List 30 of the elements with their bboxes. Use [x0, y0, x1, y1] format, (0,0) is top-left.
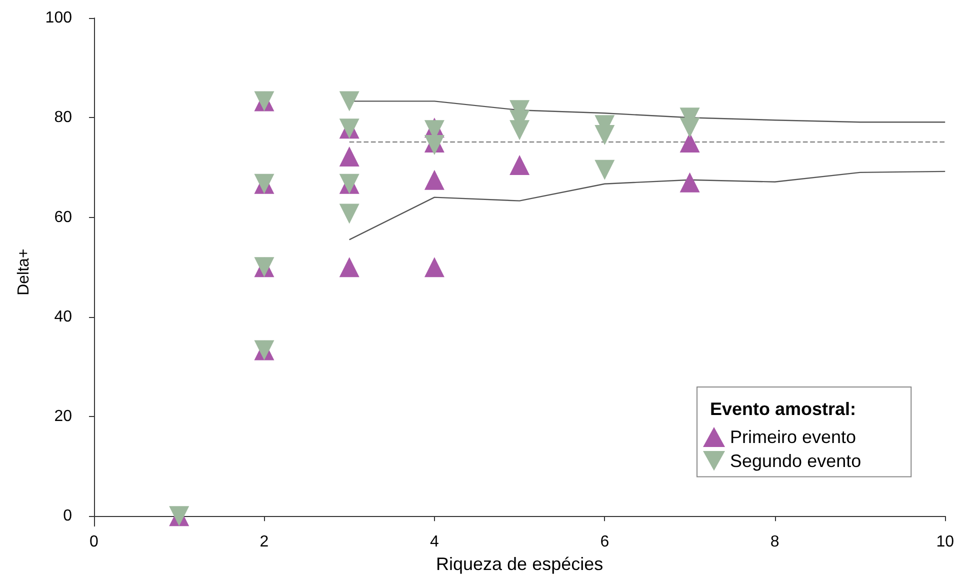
point [424, 257, 444, 278]
point [510, 120, 530, 140]
legend-label: Segundo evento [730, 450, 862, 471]
x-tick-label: 4 [430, 534, 439, 551]
x-tick-label: 10 [936, 534, 954, 551]
y-tick-label: 60 [54, 208, 72, 226]
x-tick-label: 2 [260, 534, 269, 551]
point [339, 204, 360, 224]
y-tick-label: 40 [54, 308, 72, 326]
x-axis-title: Riqueza de espécies [436, 554, 604, 574]
point [680, 118, 700, 138]
y-tick-label: 100 [45, 10, 72, 26]
point [339, 257, 360, 278]
legend-label: Primeiro evento [730, 427, 856, 447]
point [424, 170, 444, 190]
point [680, 172, 700, 192]
point [594, 160, 615, 180]
legend-title: Evento amostral: [710, 399, 856, 419]
y-tick-label: 80 [54, 109, 72, 126]
point [594, 125, 615, 146]
x-tick-label: 0 [90, 534, 99, 551]
point [339, 91, 360, 112]
x-tick-label: 8 [770, 534, 780, 551]
point [510, 154, 530, 175]
y-axis-title: Delta+ [16, 248, 32, 296]
y-tick-label: 0 [63, 508, 72, 525]
y-tick-label: 20 [54, 408, 72, 426]
point [339, 146, 360, 166]
x-tick-label: 6 [600, 534, 610, 551]
line-series [348, 170, 946, 240]
